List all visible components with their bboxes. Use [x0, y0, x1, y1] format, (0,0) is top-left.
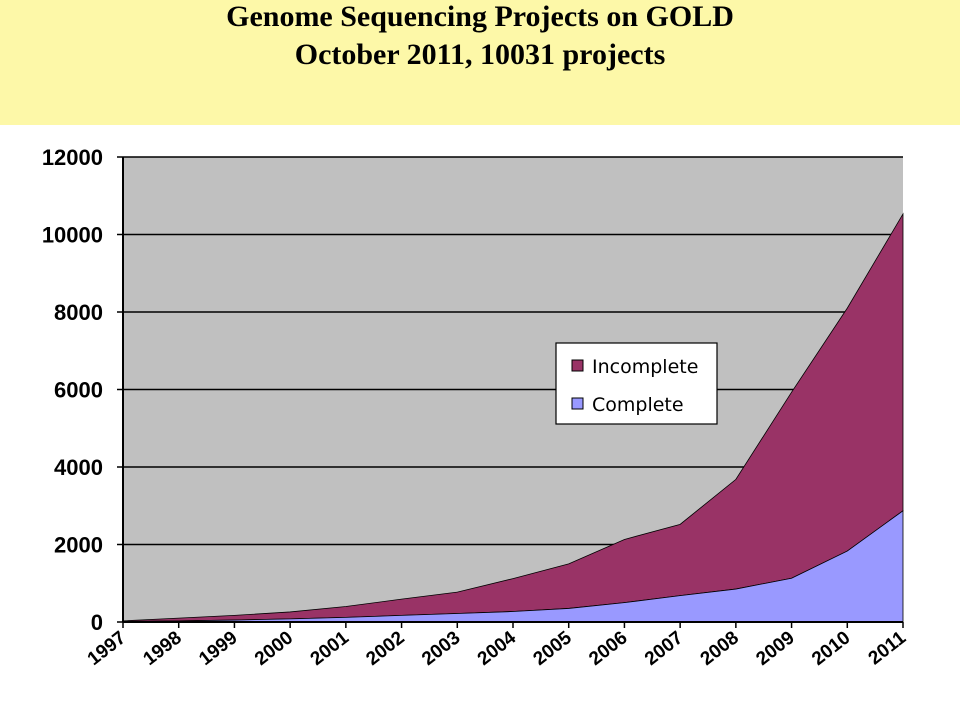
legend: Incomplete Complete — [555, 342, 718, 425]
x-tick-label: 2010 — [808, 627, 854, 670]
chart-title: Genome Sequencing Projects on GOLD — [226, 0, 734, 33]
x-tick-label: 2006 — [585, 627, 631, 670]
x-tick-label: 2008 — [697, 627, 743, 670]
area-series-complete — [122, 510, 904, 623]
y-axis-ticks: 0 2000 4000 6000 8000 10000 12000 — [42, 145, 123, 635]
y-tick-label: 0 — [91, 610, 103, 635]
x-tick-label: 2004 — [474, 627, 521, 670]
y-tick-label: 12000 — [42, 145, 103, 170]
x-tick-label: 2001 — [307, 627, 354, 670]
x-tick-label: 1998 — [140, 627, 186, 670]
y-tick-label: 8000 — [54, 300, 103, 325]
y-tick-label: 4000 — [54, 455, 103, 480]
y-tick-label: 2000 — [54, 533, 103, 558]
legend-label-incomplete: Incomplete — [592, 356, 698, 378]
x-tick-label: 1999 — [195, 627, 241, 670]
legend-label-complete: Complete — [592, 394, 684, 416]
x-axis-ticks: 1997 1998 1999 2000 2001 2002 2003 2004 2005 2006… — [84, 622, 911, 670]
x-tick-label: 2003 — [418, 627, 464, 670]
x-tick-label: 2005 — [530, 627, 577, 670]
x-tick-label: 2000 — [251, 627, 297, 670]
y-tick-label: 6000 — [54, 378, 103, 403]
y-tick-label: 10000 — [42, 223, 103, 248]
x-tick-label: 2007 — [641, 627, 687, 670]
legend-swatch-incomplete — [571, 359, 584, 372]
x-tick-label: 2011 — [865, 627, 911, 669]
x-tick-label: 2002 — [362, 627, 408, 670]
x-tick-label: 2009 — [752, 627, 798, 670]
legend-swatch-complete — [571, 397, 584, 410]
chart-subtitle: October 2011, 10031 projects — [294, 38, 666, 71]
series-areas — [122, 212, 904, 623]
title-band — [0, 0, 960, 125]
legend-box — [555, 342, 718, 425]
